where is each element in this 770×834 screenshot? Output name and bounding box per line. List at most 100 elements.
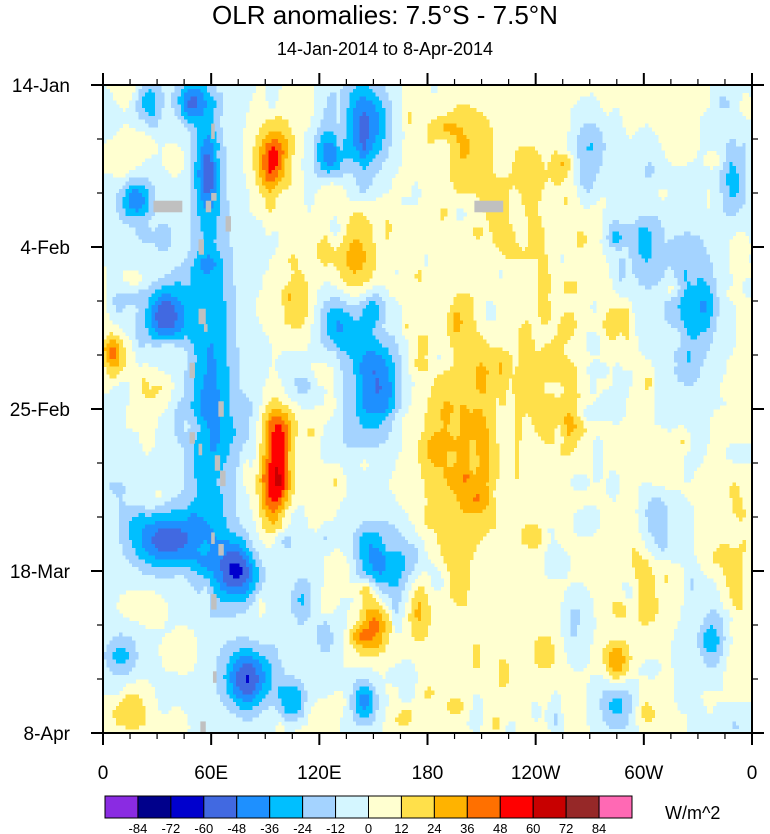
field-cell — [252, 555, 260, 560]
field-cell — [249, 567, 253, 572]
field-cell — [216, 378, 230, 383]
field-cell — [550, 154, 568, 159]
field-cell — [141, 571, 198, 576]
field-cell — [174, 409, 195, 414]
field-cell — [190, 169, 195, 175]
field-cell — [638, 497, 652, 502]
field-cell — [223, 509, 237, 514]
field-cell — [249, 463, 253, 468]
field-cell — [262, 524, 282, 529]
field-cell — [369, 162, 383, 167]
field-cell — [284, 474, 289, 479]
field-cell — [304, 686, 354, 691]
field-cell — [200, 409, 221, 414]
field-cell — [690, 355, 707, 360]
field-cell — [219, 250, 234, 256]
field-cell — [349, 628, 357, 634]
field-cell — [541, 320, 548, 325]
field-cell — [356, 177, 373, 182]
field-cell — [638, 582, 656, 587]
field-cell — [154, 196, 192, 202]
field-cell — [511, 382, 545, 387]
field-cell — [602, 231, 610, 236]
field-cell — [359, 301, 370, 306]
field-cell — [680, 335, 691, 340]
field-cell — [677, 281, 688, 286]
field-cell — [138, 115, 162, 121]
field-cell — [531, 416, 565, 421]
field-cell — [446, 455, 458, 460]
field-cell — [703, 659, 720, 664]
field-cell — [145, 505, 156, 510]
field-cell — [359, 131, 370, 136]
field-cell — [726, 447, 753, 452]
field-cell — [255, 686, 263, 691]
field-cell — [547, 547, 565, 553]
field-cell — [300, 706, 305, 711]
field-cell — [103, 436, 140, 441]
field-cell — [378, 547, 386, 553]
field-cell — [375, 139, 383, 144]
field-cell — [323, 146, 338, 151]
field-cell — [378, 316, 386, 321]
field-cell — [174, 331, 227, 337]
field-cell — [716, 293, 727, 298]
field-cell — [537, 312, 552, 317]
field-cell — [586, 146, 594, 151]
field-cell — [213, 528, 230, 533]
field-cell — [103, 250, 188, 256]
field-cell — [210, 432, 221, 437]
field-cell — [103, 574, 156, 580]
field-cell — [638, 598, 659, 603]
field-cell — [177, 173, 192, 178]
field-cell — [395, 393, 402, 398]
field-cell — [469, 463, 480, 468]
field-cell — [382, 636, 389, 641]
field-cell — [103, 571, 143, 576]
field-cell — [161, 301, 172, 306]
field-cell — [654, 169, 720, 175]
field-cell — [362, 146, 367, 151]
field-cell — [735, 169, 746, 175]
field-cell — [103, 671, 114, 676]
field-cell — [307, 690, 334, 695]
field-cell — [148, 189, 156, 194]
field-cell — [391, 605, 399, 610]
field-cell — [352, 625, 360, 630]
field-cell — [450, 131, 464, 136]
field-cell — [320, 324, 328, 329]
field-cell — [352, 123, 360, 128]
field-cell — [644, 513, 669, 518]
missing-patch — [211, 193, 217, 201]
field-cell — [206, 351, 214, 356]
field-cell — [713, 312, 720, 317]
field-cell — [359, 420, 383, 425]
field-cell — [557, 328, 574, 333]
field-cell — [151, 304, 159, 310]
field-cell — [628, 254, 643, 259]
field-cell — [690, 582, 694, 587]
field-cell — [262, 709, 279, 715]
field-cell — [589, 351, 600, 356]
field-cell — [391, 115, 402, 121]
field-cell — [200, 258, 214, 263]
field-cell — [709, 200, 724, 205]
field-cell — [112, 709, 146, 715]
field-cell — [252, 409, 260, 414]
field-cell — [138, 513, 146, 518]
field-cell — [365, 466, 396, 472]
field-cell — [369, 582, 376, 587]
field-cell — [326, 621, 347, 626]
field-cell — [103, 459, 185, 464]
field-cell — [148, 331, 159, 337]
field-cell — [528, 216, 542, 221]
field-cell — [589, 142, 594, 148]
field-cell — [622, 709, 633, 715]
field-cell — [580, 96, 597, 101]
field-cell — [378, 625, 386, 630]
field-cell — [424, 694, 432, 699]
missing-patch — [214, 455, 221, 471]
field-cell — [576, 100, 600, 105]
field-cell — [450, 574, 471, 580]
field-cell — [378, 169, 399, 175]
